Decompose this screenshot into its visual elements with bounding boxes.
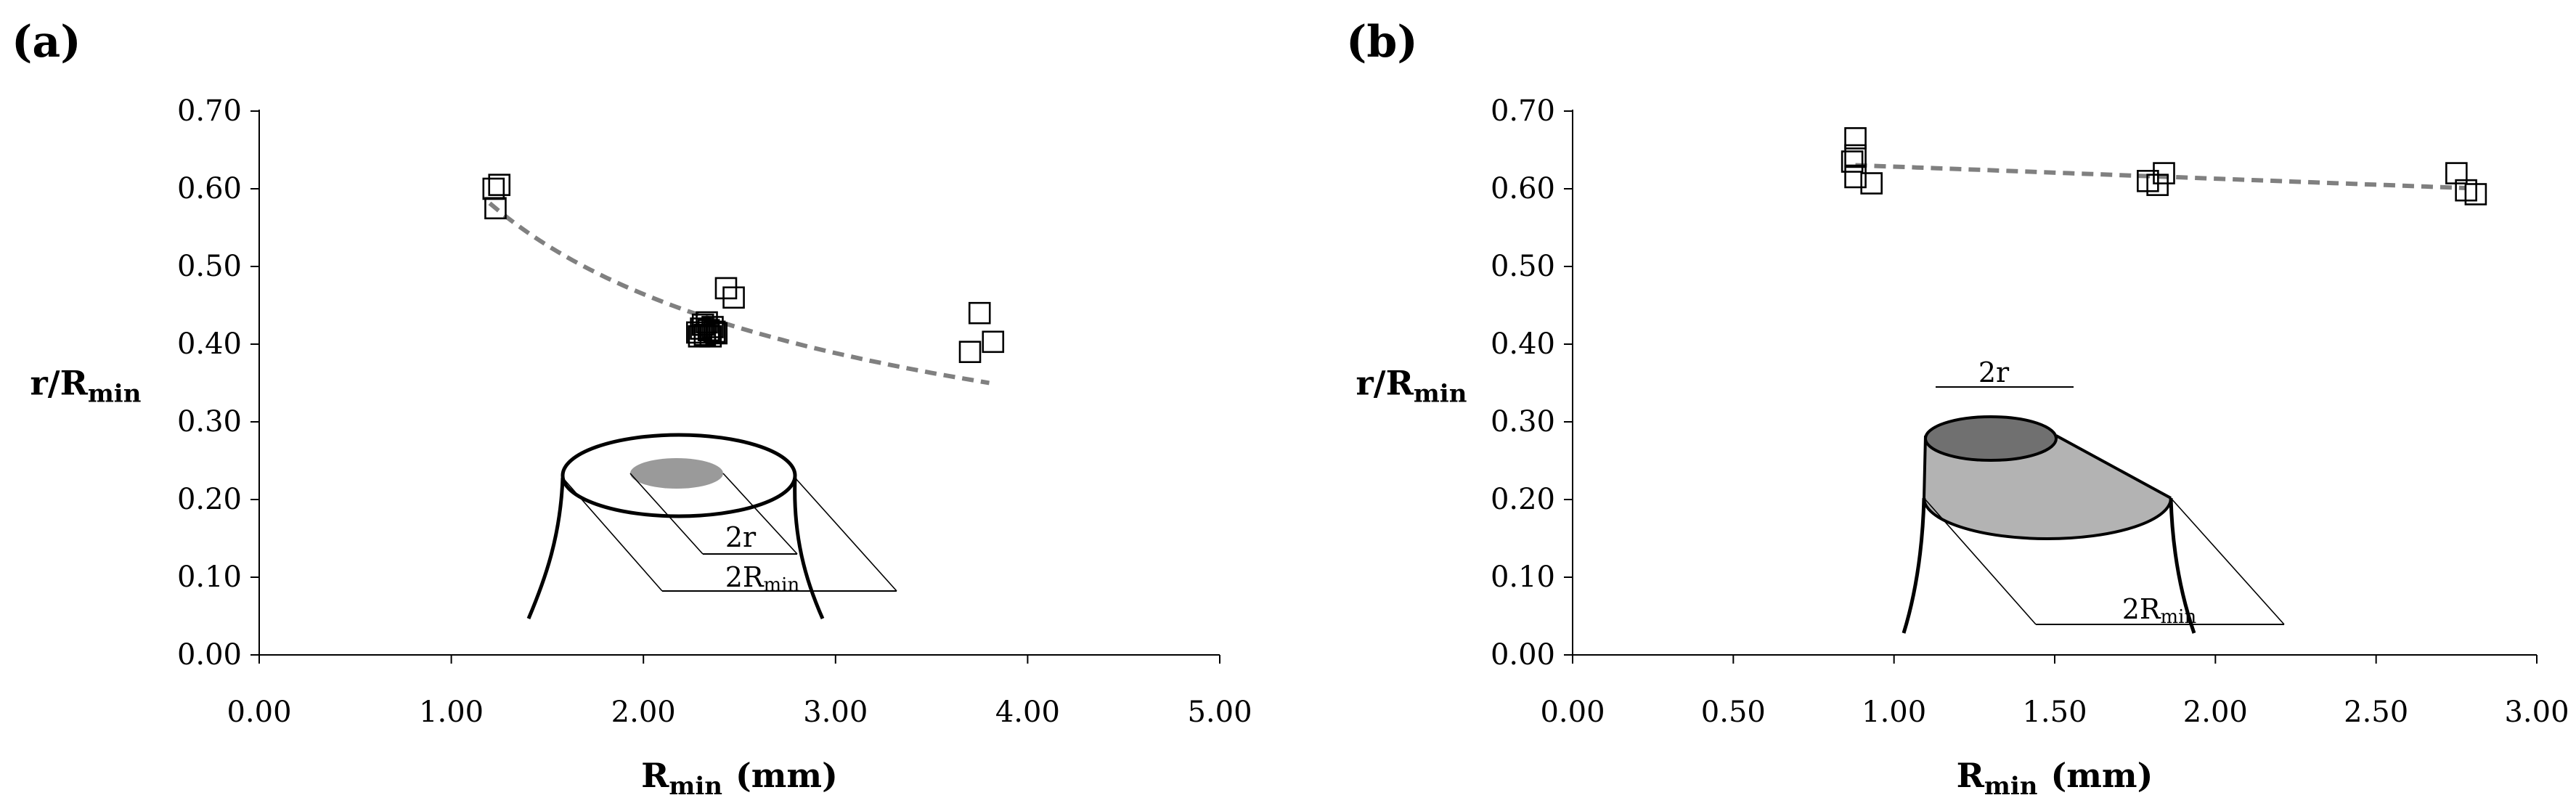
x-tick-label: 2.00 [611, 696, 676, 729]
stem-left-outline [526, 477, 565, 619]
y-tick-label: 0.10 [1491, 561, 1555, 594]
inset-label-2rmin: 2Rmin [725, 561, 800, 596]
x-tick-label: 2.50 [2344, 696, 2408, 729]
frustum-left-edge [1923, 435, 1927, 499]
inset-label-2rmin-main: 2R [725, 561, 765, 593]
guide-line [1923, 497, 2037, 625]
data-point-marker [2146, 174, 2169, 196]
y-axis-label-main: r/R [1356, 364, 1414, 403]
y-tick-label: 0.40 [177, 327, 242, 361]
x-tick-label: 3.00 [803, 696, 868, 729]
data-point-marker [722, 286, 745, 309]
guide-line [629, 473, 704, 555]
data-point-marker [688, 325, 711, 348]
y-axis-label: r/Rmin [30, 364, 142, 409]
x-tick-label: 0.00 [1540, 696, 1605, 729]
frustum-right-edge [2055, 434, 2172, 500]
y-tick-label: 0.50 [1491, 250, 1555, 283]
x-axis-label: Rmin (mm) [1957, 756, 2153, 801]
data-point-marker [2153, 162, 2175, 184]
y-axis-label-main: r/R [30, 364, 89, 403]
x-tick-label: 0.00 [227, 696, 291, 729]
x-axis-label-sub: min [1984, 772, 2038, 801]
data-point-marker [1844, 166, 1867, 189]
y-tick-label: 0.70 [1491, 94, 1555, 128]
chart-b-svg: (b) 0.00 0.10 0.20 0.30 0.40 0.50 0.60 0.70 0.00 0… [1346, 17, 2569, 801]
x-tick-label: 1.50 [2022, 696, 2087, 729]
frustum-helper-2 [1906, 437, 1925, 497]
data-point-marker [1844, 127, 1867, 150]
data-point-marker [982, 330, 1005, 354]
x-tick-label: 2.00 [2183, 696, 2248, 729]
inset-label-2r: 2r [1978, 356, 2010, 388]
chart-panel-b: (b) 0.00 0.10 0.20 0.30 0.40 0.50 0.60 0.70 0.00 0… [1288, 0, 2576, 811]
y-tick-label: 0.30 [177, 405, 242, 439]
panel-label: (b) [1346, 17, 1418, 68]
x-axis-label-unit: (mm) [735, 756, 838, 795]
inset-label-2rmin: 2Rmin [2122, 593, 2197, 628]
guide-line [794, 477, 897, 592]
data-point-marker [1841, 150, 1864, 173]
chart-panel-a: (a) 0.00 0.10 0.20 0.30 0.40 0.50 0.60 0.70 0.00 1… [12, 17, 1252, 801]
data-point-marker [968, 301, 991, 325]
trend-line [1855, 163, 2466, 190]
y-tick-label: 0.70 [177, 94, 242, 128]
frustum-body-fill [1924, 437, 2171, 539]
x-tick-label: 5.00 [1187, 696, 1252, 729]
inset-label-2rmin-main: 2R [2122, 593, 2161, 625]
data-point-marker [2464, 183, 2487, 205]
y-tick-label: 0.30 [1491, 405, 1555, 439]
x-axis-label: Rmin (mm) [641, 756, 838, 801]
inset-label-2rmin-sub: min [2161, 606, 2197, 628]
top-contact-ellipse [1924, 415, 2058, 462]
y-axis-label-sub: min [1414, 380, 1467, 409]
y-tick-label: 0.00 [1491, 638, 1555, 672]
data-point-marker [488, 174, 511, 196]
y-tick-label: 0.20 [1491, 483, 1555, 516]
data-point-marker [691, 313, 714, 336]
data-point-marker [699, 325, 722, 348]
inset-schematic-b: 2r 2Rmin [1902, 356, 2285, 634]
stem-left-outline [1902, 497, 1926, 634]
contact-area-ellipse [630, 458, 723, 489]
frustum-base-arc [1923, 497, 2172, 540]
inset-label-2r: 2r [725, 521, 757, 553]
y-axis-label: r/Rmin [1356, 364, 1467, 409]
panel-label: (a) [12, 17, 81, 68]
x-tick-label: 1.00 [1862, 696, 1926, 729]
x-axis-label-main: R [1957, 756, 1985, 795]
guide-line [722, 473, 798, 555]
guide-line [2170, 497, 2285, 625]
guide-line [562, 477, 663, 592]
stem-right-outline [2169, 497, 2196, 634]
x-axis-label-sub: min [669, 772, 722, 801]
y-tick-label: 0.40 [1491, 327, 1555, 361]
chart-a-svg: (a) 0.00 0.10 0.20 0.30 0.40 0.50 0.60 0.70 0.00 1… [12, 17, 1252, 801]
data-point-marker [1844, 144, 1867, 167]
x-tick-label: 4.00 [995, 696, 1060, 729]
inset-schematic-a: 2r 2Rmin [526, 433, 897, 620]
y-tick-label: 0.20 [177, 483, 242, 516]
x-tick-label: 0.50 [1701, 696, 1766, 729]
inset-label-2rmin-sub: min [764, 574, 800, 596]
y-tick-label: 0.60 [177, 172, 242, 205]
y-tick-label: 0.10 [177, 561, 242, 594]
data-point-marker [958, 341, 982, 364]
data-point-marker [1860, 172, 1883, 195]
y-tick-label: 0.50 [177, 250, 242, 283]
data-point-marker [484, 197, 507, 220]
y-tick-label: 0.00 [177, 638, 242, 672]
x-tick-label: 1.00 [419, 696, 484, 729]
x-axis-label-unit: (mm) [2050, 756, 2153, 795]
x-axis-label-main: R [641, 756, 669, 795]
stem-right-outline [793, 477, 825, 620]
trend-line [488, 201, 990, 386]
y-axis-label-sub: min [88, 380, 142, 409]
y-tick-label: 0.60 [1491, 172, 1555, 205]
data-point-marker [696, 311, 718, 334]
x-tick-label: 3.00 [2504, 696, 2569, 729]
